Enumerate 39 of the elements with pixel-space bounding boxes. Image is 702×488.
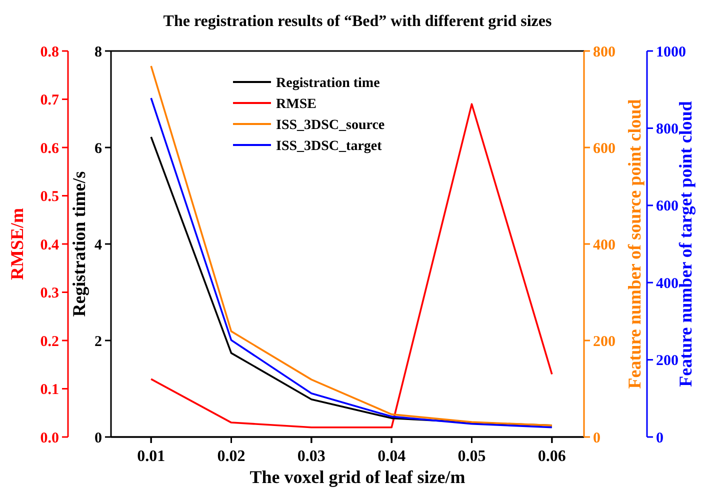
y2-tick-label: 0 [593,430,600,446]
x-tick-label: 0.01 [137,448,166,465]
x-tick-label: 0.04 [378,448,406,465]
legend-label: ISS_3DSC_source [276,118,385,133]
y-tick-label: 0.8 [40,44,59,60]
y2-tick-label: 400 [593,237,616,254]
y-tick-label: 0.7 [40,92,60,108]
y-tick-label: 2 [94,334,102,350]
x-tick-label: 0.02 [217,448,246,465]
x-tick-label: 0.03 [297,448,326,465]
y-tick-label: 0.6 [40,140,60,157]
y-tick-label: 0.2 [40,334,59,350]
y-tick-label: 4 [94,237,102,254]
y-axis-title: RMSE/m [7,208,27,280]
y2-tick-label: 600 [593,140,616,157]
y-tick-label: 0.3 [40,286,59,302]
chart-title: The registration results of “Bed” with different grid sizes [163,13,552,30]
y-tick-label: 0.4 [40,237,60,254]
y3-tick-label: 600 [656,198,678,215]
y2-axis-title: Feature number of source point cloud [624,99,645,389]
y-tick-label: 0 [94,430,102,446]
y2-tick-label: 200 [593,334,616,350]
y-tick-label: 0.1 [40,382,59,398]
y-axis-title: Registration time/s [69,171,89,317]
legend-label: RMSE [276,96,316,112]
y2-tick-label: 800 [593,44,616,60]
y3-tick-label: 800 [656,121,678,138]
y3-tick-label: 400 [656,276,678,292]
y-tick-label: 0.5 [40,189,59,205]
legend-label: ISS_3DSC_target [276,138,382,154]
y3-tick-label: 1000 [656,44,686,60]
y3-tick-label: 0 [656,430,664,446]
x-axis-title: The voxel grid of leaf size/m [250,467,466,487]
y-tick-label: 8 [94,44,102,60]
y-tick-label: 6 [94,140,102,157]
x-tick-label: 0.06 [538,448,566,465]
x-tick-label: 0.05 [458,448,486,465]
y-tick-label: 0.0 [40,430,59,446]
legend-label: Registration time [276,76,380,91]
